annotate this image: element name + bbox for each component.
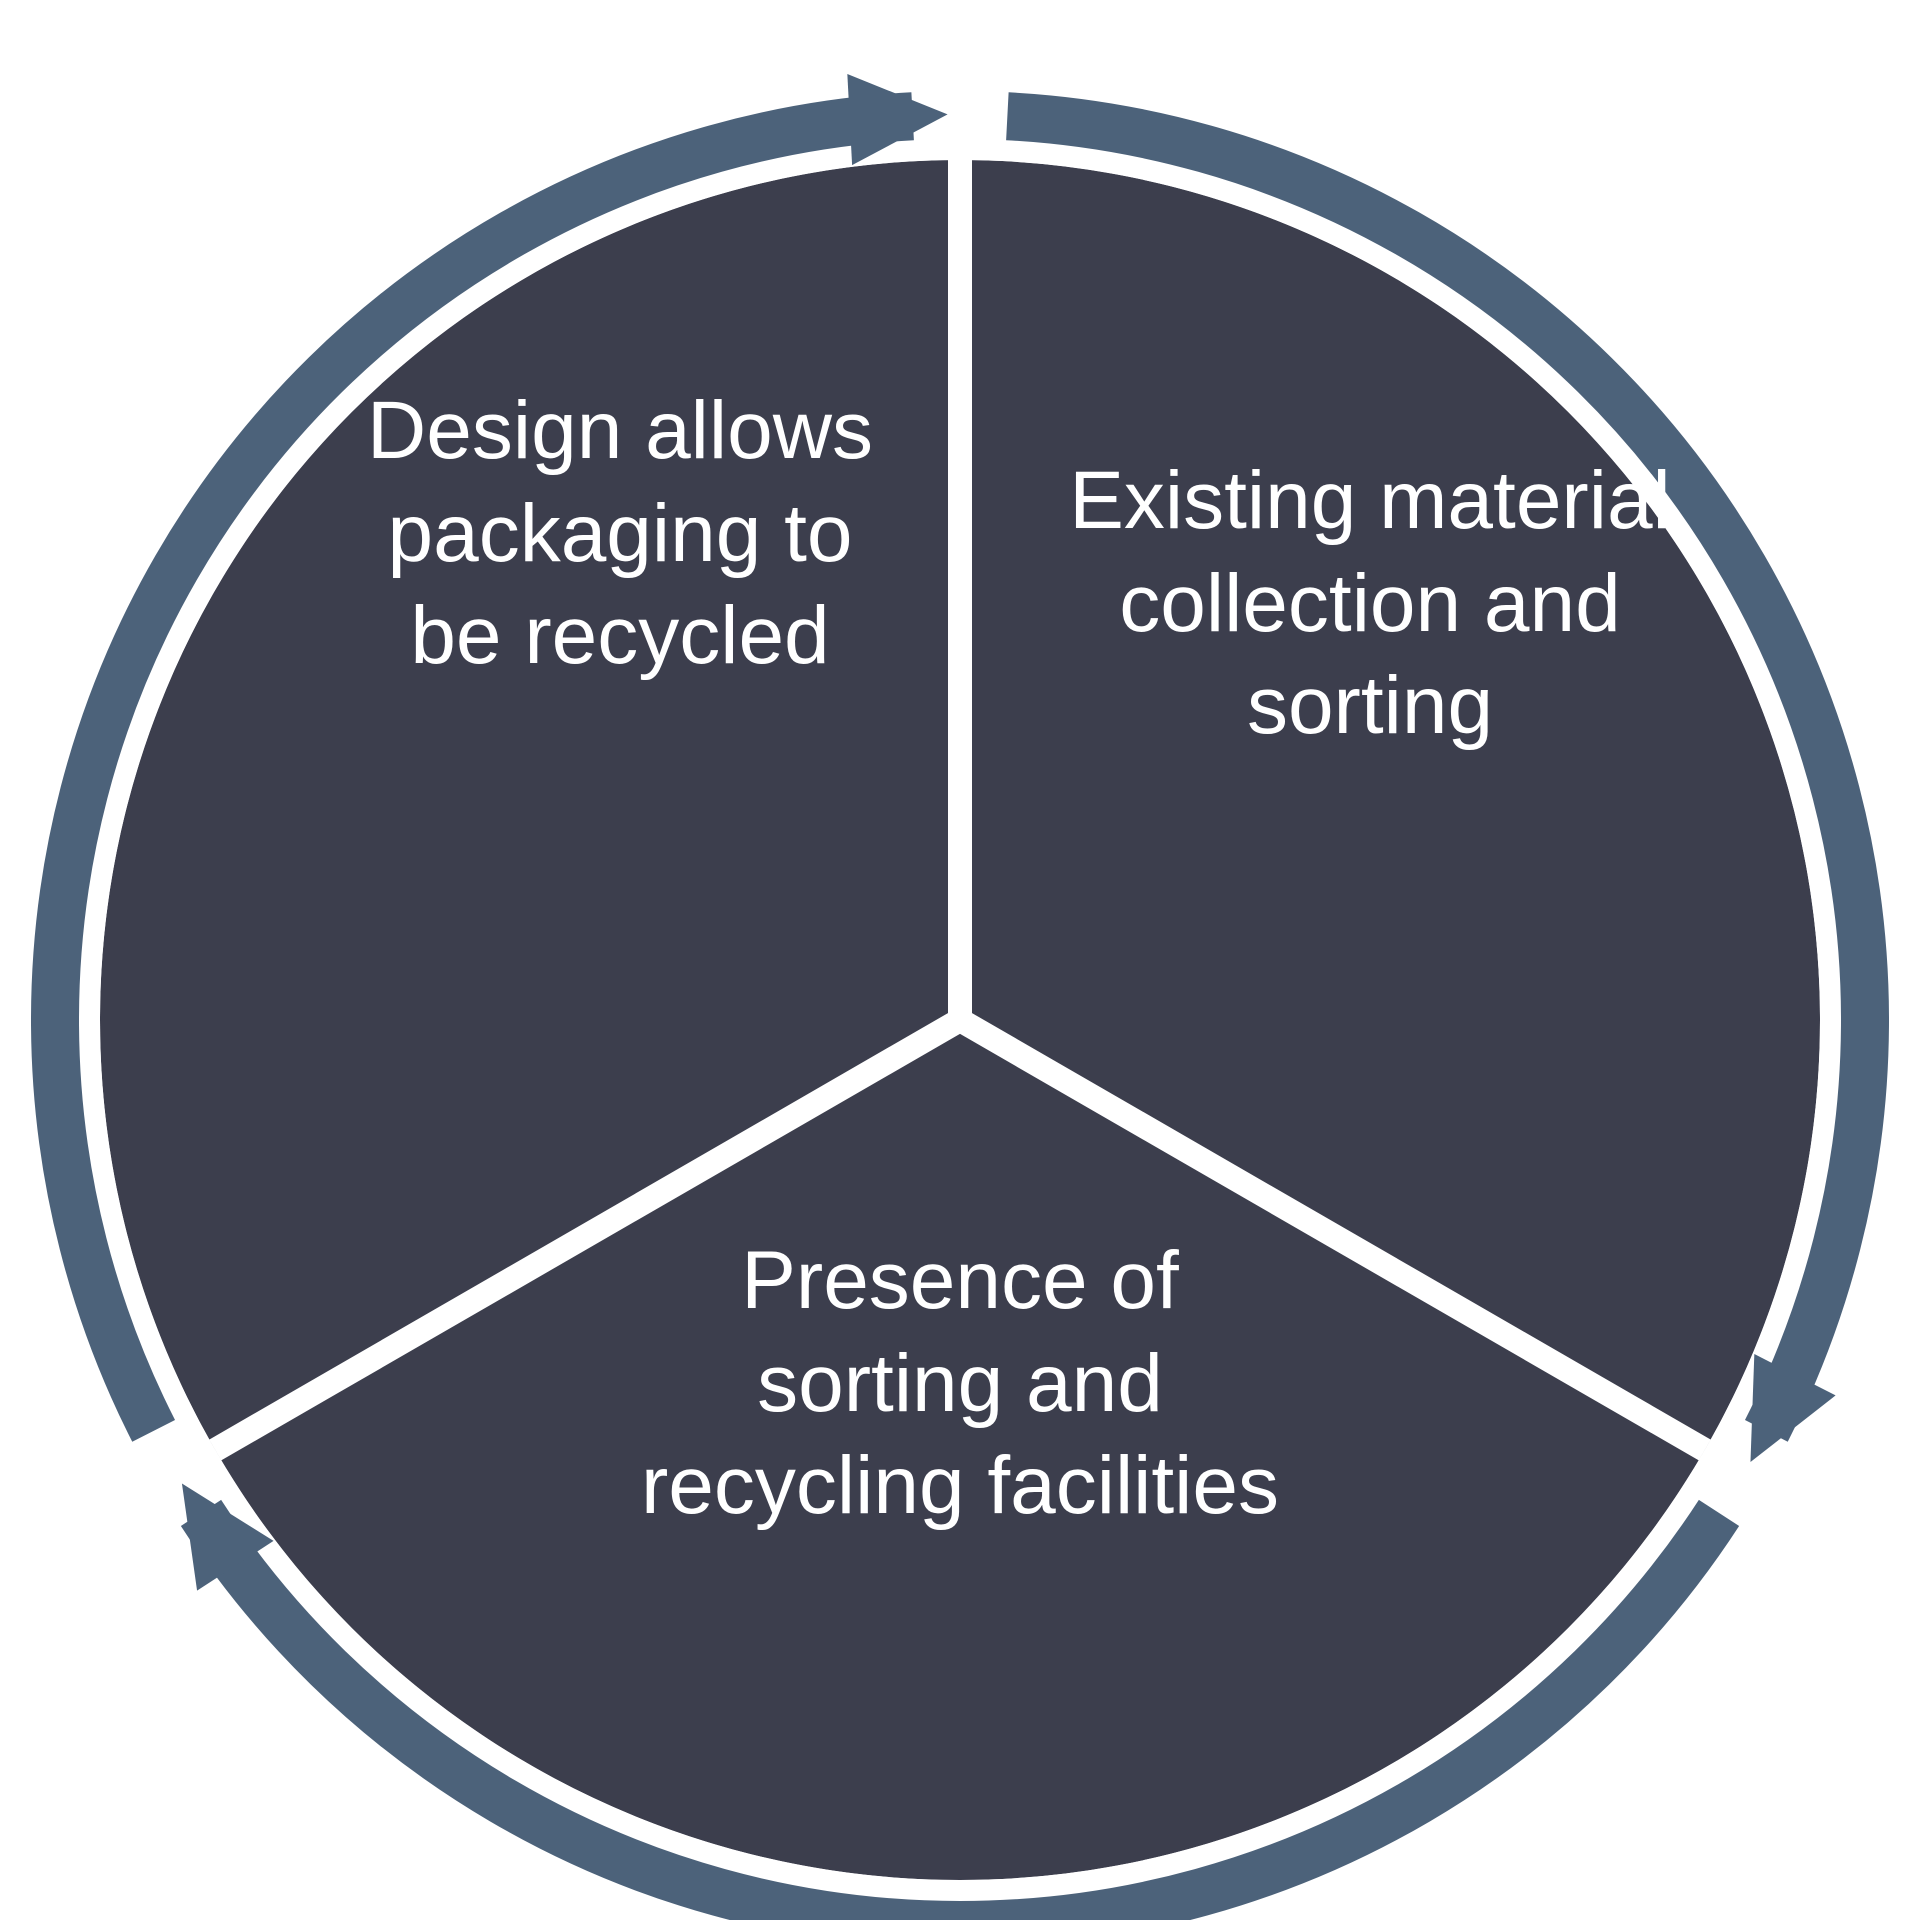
segment-label-top-left: Design allows packaging to be recycled — [340, 380, 900, 688]
circular-diagram: Design allows packaging to be recycled E… — [0, 0, 1920, 1920]
segment-label-top-right: Existing material collection and sorting — [1060, 450, 1680, 758]
segment-label-bottom: Presence of sorting and recycling facili… — [610, 1230, 1310, 1538]
diagram-svg — [0, 0, 1920, 1920]
